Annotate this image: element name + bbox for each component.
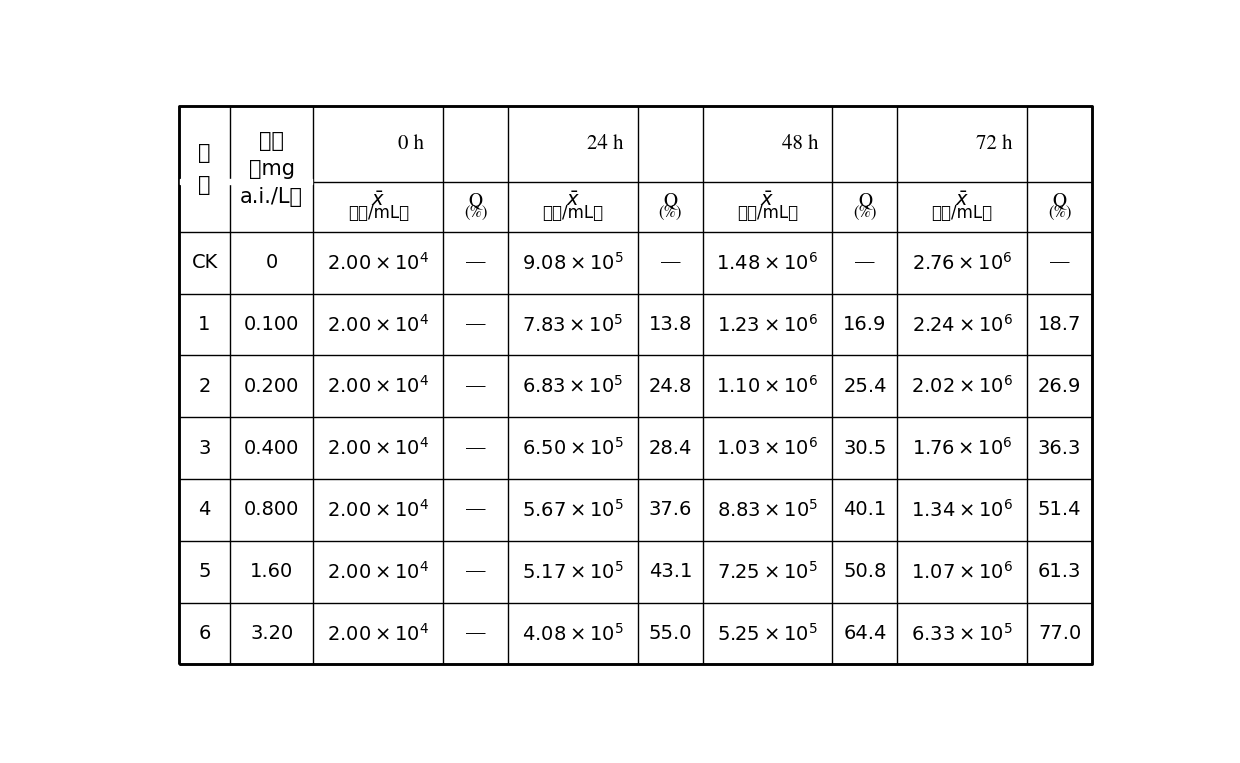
Text: $5.25\times10^{5}$: $5.25\times10^{5}$	[717, 623, 818, 645]
Text: (%): (%)	[1048, 204, 1071, 221]
Text: 浓度
（mg
a.i./L）: 浓度 （mg a.i./L）	[241, 131, 304, 207]
Text: $6.33\times10^{5}$: $6.33\times10^{5}$	[911, 623, 1013, 645]
Text: 0.800: 0.800	[244, 501, 299, 520]
Text: $7.83\times10^{5}$: $7.83\times10^{5}$	[522, 314, 624, 336]
Text: $6.50\times10^{5}$: $6.50\times10^{5}$	[522, 437, 624, 459]
Text: 1: 1	[198, 315, 211, 334]
Text: 43.1: 43.1	[649, 562, 692, 581]
Text: 0: 0	[265, 253, 278, 272]
Text: 4: 4	[198, 501, 211, 520]
Text: 24.8: 24.8	[649, 377, 692, 396]
Text: $1.07\times10^{6}$: $1.07\times10^{6}$	[911, 561, 1013, 583]
Text: —: —	[466, 378, 485, 395]
Text: 3: 3	[198, 439, 211, 458]
Text: 36.3: 36.3	[1038, 439, 1081, 458]
Text: 3.20: 3.20	[250, 624, 294, 643]
Text: 18.7: 18.7	[1038, 315, 1081, 334]
Text: $\bar{x}$: $\bar{x}$	[760, 192, 775, 210]
Text: —: —	[466, 316, 485, 333]
Text: $1.34\times10^{6}$: $1.34\times10^{6}$	[911, 499, 1013, 521]
Text: （个/mL）: （个/mL）	[542, 204, 604, 222]
Text: （个/mL）: （个/mL）	[737, 204, 799, 222]
Text: 30.5: 30.5	[843, 439, 887, 458]
Text: 16.9: 16.9	[843, 315, 887, 334]
Text: （个/mL）: （个/mL）	[347, 204, 409, 222]
Text: —: —	[1050, 254, 1069, 272]
Text: 1.60: 1.60	[250, 562, 294, 581]
Text: 6: 6	[198, 624, 211, 643]
Text: Q: Q	[1053, 192, 1066, 209]
Text: 28.4: 28.4	[649, 439, 692, 458]
Text: 2: 2	[198, 377, 211, 396]
Text: 40.1: 40.1	[843, 501, 887, 520]
Text: $4.08\times10^{5}$: $4.08\times10^{5}$	[522, 623, 624, 645]
Text: $5.67\times10^{5}$: $5.67\times10^{5}$	[522, 499, 624, 521]
Text: 50.8: 50.8	[843, 562, 887, 581]
Text: Q: Q	[858, 192, 872, 209]
Text: 37.6: 37.6	[649, 501, 692, 520]
Text: (%): (%)	[464, 204, 487, 221]
Text: 26.9: 26.9	[1038, 377, 1081, 396]
Text: Q: Q	[663, 192, 677, 209]
Text: （个/mL）: （个/mL）	[931, 204, 993, 222]
Text: 51.4: 51.4	[1038, 501, 1081, 520]
Text: 5: 5	[198, 562, 211, 581]
Text: $2.00\times10^{4}$: $2.00\times10^{4}$	[327, 437, 429, 459]
Text: 0.200: 0.200	[244, 377, 299, 396]
Text: $8.83\times10^{5}$: $8.83\times10^{5}$	[717, 499, 818, 521]
Text: —: —	[466, 563, 485, 581]
Text: 48 h: 48 h	[781, 134, 818, 154]
Text: $2.00\times10^{4}$: $2.00\times10^{4}$	[327, 375, 429, 398]
Text: 13.8: 13.8	[649, 315, 692, 334]
Text: 72 h: 72 h	[976, 134, 1013, 154]
Text: 0.400: 0.400	[244, 439, 299, 458]
Text: $2.00\times10^{4}$: $2.00\times10^{4}$	[327, 252, 429, 274]
Text: 77.0: 77.0	[1038, 624, 1081, 643]
Text: $2.00\times10^{4}$: $2.00\times10^{4}$	[327, 623, 429, 645]
Text: 0 h: 0 h	[398, 134, 424, 154]
Text: $\bar{x}$: $\bar{x}$	[371, 192, 386, 210]
Text: $1.23\times10^{6}$: $1.23\times10^{6}$	[717, 314, 818, 336]
Text: 0.100: 0.100	[244, 315, 299, 334]
Text: 25.4: 25.4	[843, 377, 887, 396]
Text: $\bar{x}$: $\bar{x}$	[565, 192, 580, 210]
Text: 55.0: 55.0	[649, 624, 692, 643]
Text: —: —	[466, 625, 485, 642]
Text: —: —	[466, 501, 485, 519]
Text: $1.76\times10^{6}$: $1.76\times10^{6}$	[911, 437, 1013, 459]
Text: 24 h: 24 h	[587, 134, 624, 154]
Text: $7.25\times10^{5}$: $7.25\times10^{5}$	[717, 561, 818, 583]
Text: —: —	[466, 254, 485, 272]
Text: —: —	[856, 254, 874, 272]
Text: Q: Q	[469, 192, 482, 209]
Text: (%): (%)	[658, 204, 682, 221]
Text: $\bar{x}$: $\bar{x}$	[955, 192, 970, 210]
Text: $9.08\times10^{5}$: $9.08\times10^{5}$	[522, 252, 624, 274]
Text: 61.3: 61.3	[1038, 562, 1081, 581]
Text: $6.83\times10^{5}$: $6.83\times10^{5}$	[522, 375, 624, 398]
Text: $5.17\times10^{5}$: $5.17\times10^{5}$	[522, 561, 624, 583]
Text: $2.00\times10^{4}$: $2.00\times10^{4}$	[327, 499, 429, 521]
Text: (%): (%)	[853, 204, 877, 221]
Text: —: —	[466, 439, 485, 457]
Text: $2.02\times10^{6}$: $2.02\times10^{6}$	[911, 375, 1013, 398]
Text: 64.4: 64.4	[843, 624, 887, 643]
Text: CK: CK	[191, 253, 218, 272]
Text: $1.03\times10^{6}$: $1.03\times10^{6}$	[717, 437, 818, 459]
Text: $2.00\times10^{4}$: $2.00\times10^{4}$	[327, 561, 429, 583]
Text: $2.24\times10^{6}$: $2.24\times10^{6}$	[911, 314, 1013, 336]
Text: $2.00\times10^{4}$: $2.00\times10^{4}$	[327, 314, 429, 336]
Text: —: —	[661, 254, 680, 272]
Text: $1.10\times10^{6}$: $1.10\times10^{6}$	[717, 375, 818, 398]
Text: $2.76\times10^{6}$: $2.76\times10^{6}$	[911, 252, 1013, 274]
Text: $1.48\times10^{6}$: $1.48\times10^{6}$	[717, 252, 818, 274]
Text: 处
理: 处 理	[198, 143, 211, 195]
